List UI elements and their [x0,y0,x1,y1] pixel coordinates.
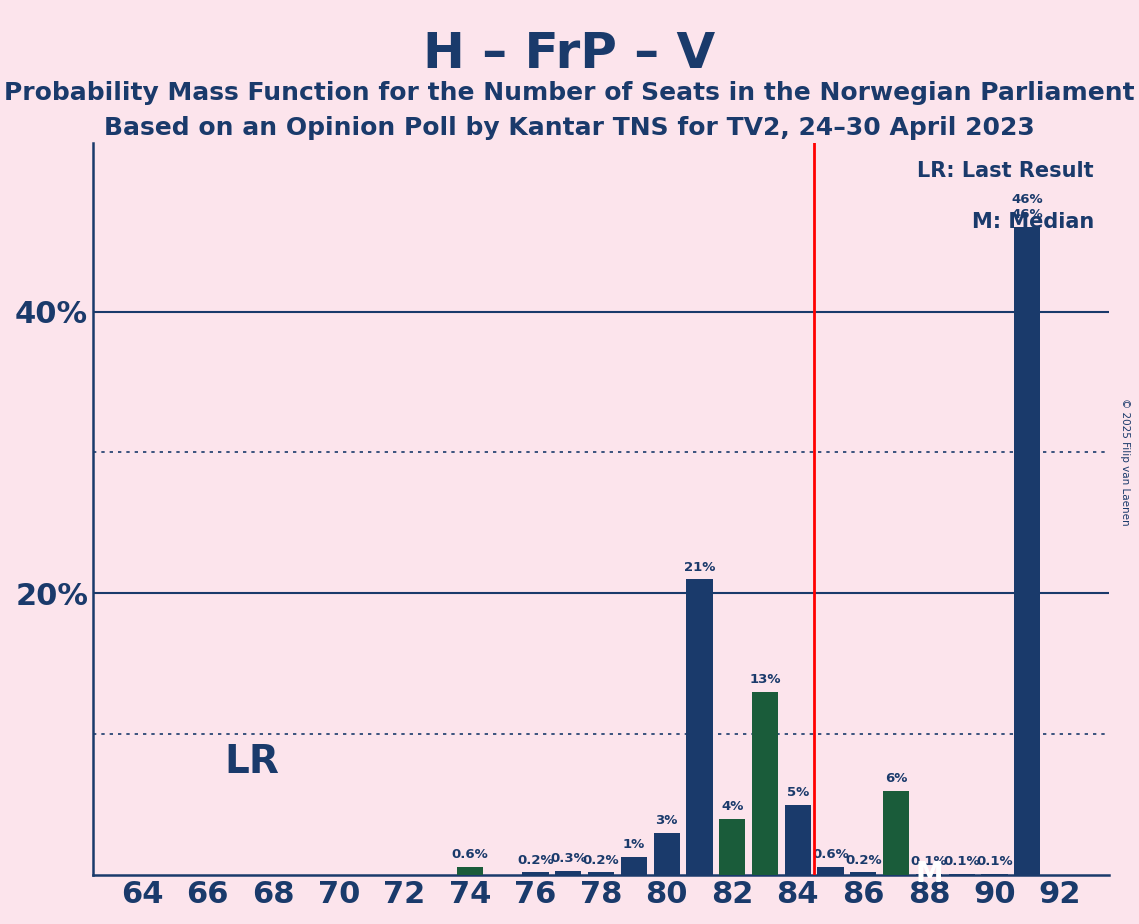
Text: © 2025 Filip van Laenen: © 2025 Filip van Laenen [1121,398,1130,526]
Text: 13%: 13% [749,674,780,687]
Text: 0.1%: 0.1% [943,855,980,868]
Bar [687,579,713,875]
Text: 0.3%: 0.3% [550,852,587,865]
Text: 46%: 46% [1011,209,1043,222]
Text: Probability Mass Function for the Number of Seats in the Norwegian Parliament: Probability Mass Function for the Number… [5,81,1134,105]
Bar [785,805,811,875]
Text: 0.6%: 0.6% [451,848,489,861]
Text: M: Median: M: Median [972,213,1093,232]
Text: 46%: 46% [1011,193,1043,206]
Text: 5%: 5% [787,786,809,799]
Text: M: M [915,860,943,889]
Bar [949,874,975,875]
Text: 0.6%: 0.6% [812,848,849,861]
Text: 0.2%: 0.2% [517,854,554,867]
Text: H – FrP – V: H – FrP – V [424,30,715,79]
Bar [982,874,1008,875]
Bar [818,867,844,875]
Bar [523,872,549,875]
Bar [654,833,680,875]
Bar [1014,227,1040,875]
Bar [850,872,876,875]
Bar [588,872,614,875]
Text: 1%: 1% [623,838,645,851]
Text: Based on an Opinion Poll by Kantar TNS for TV2, 24–30 April 2023: Based on an Opinion Poll by Kantar TNS f… [104,116,1035,140]
Text: 0.2%: 0.2% [583,854,620,867]
Text: LR: Last Result: LR: Last Result [917,161,1093,181]
Bar [719,819,745,875]
Text: 0.2%: 0.2% [845,854,882,867]
Bar [621,857,647,875]
Bar [752,692,778,875]
Text: 4%: 4% [721,800,744,813]
Bar [555,871,581,875]
Bar [883,791,909,875]
Text: 21%: 21% [683,561,715,574]
Bar [916,874,942,875]
Text: 0.1%: 0.1% [910,855,948,868]
Text: 3%: 3% [655,814,678,827]
Text: LR: LR [224,744,279,782]
Text: 0.1%: 0.1% [976,855,1013,868]
Bar [457,867,483,875]
Text: 6%: 6% [885,772,908,785]
